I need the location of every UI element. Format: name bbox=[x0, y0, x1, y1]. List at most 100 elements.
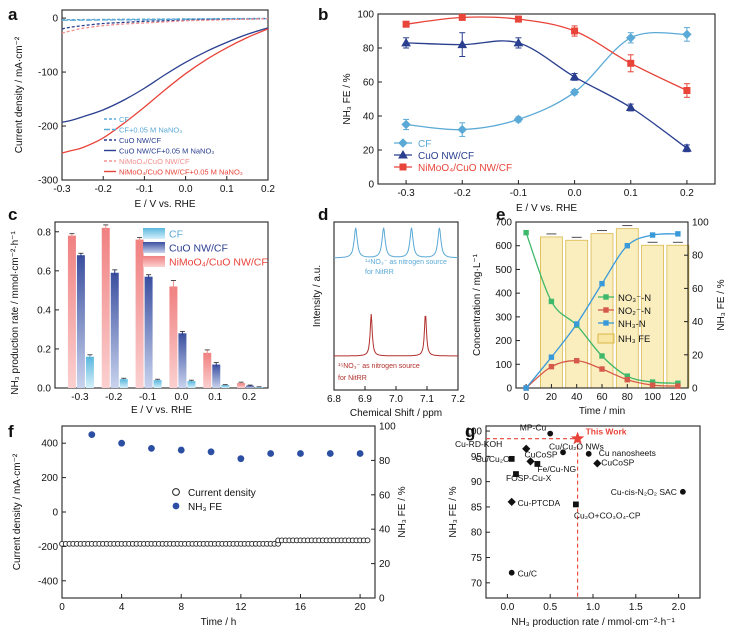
y-tick-label: 100 bbox=[495, 360, 512, 371]
y-tick-label: 300 bbox=[495, 312, 512, 323]
x-tick-label: 0.0 bbox=[174, 392, 188, 403]
y2-axis-label: NH₃ FE / % bbox=[716, 279, 727, 330]
data-point bbox=[599, 366, 605, 372]
x-tick-label: 100 bbox=[644, 392, 661, 403]
x-tick-label: 6.8 bbox=[327, 394, 341, 405]
literature-point bbox=[507, 497, 516, 506]
chart-b: -0.3 -0.2 -0.1 0.0 0.1 0.2 0 20 40 60 80 100 E / V v… bbox=[342, 10, 716, 214]
y2-tick-label: 80 bbox=[692, 251, 704, 262]
data-point bbox=[548, 363, 555, 370]
x-tick-label: 0.1 bbox=[220, 184, 234, 195]
data-point bbox=[548, 298, 555, 305]
legend-swatch bbox=[143, 228, 165, 239]
data-point bbox=[401, 37, 411, 47]
data-point bbox=[574, 321, 580, 327]
literature-point bbox=[560, 449, 566, 456]
y-axis-label: Current density / mA·cm⁻² bbox=[14, 36, 25, 153]
fe-point bbox=[326, 450, 334, 457]
y-tick-label: 85 bbox=[471, 502, 483, 513]
bar bbox=[203, 352, 212, 388]
x-axis-label: Time / h bbox=[201, 617, 237, 628]
y2-tick-label: 60 bbox=[692, 284, 704, 295]
legend-label: NO₃⁻-N bbox=[618, 293, 651, 304]
y-tick-label: 100 bbox=[465, 427, 482, 438]
data-point bbox=[625, 102, 636, 111]
x-tick-label: 120 bbox=[670, 392, 687, 403]
bar bbox=[110, 272, 119, 388]
x-axis-label: E / V vs. RHE bbox=[131, 405, 192, 416]
x-tick-label: -0.2 bbox=[105, 392, 123, 403]
data-point bbox=[599, 353, 605, 359]
x-tick-label: 6.9 bbox=[358, 394, 372, 405]
x-axis-label: Time / min bbox=[579, 406, 625, 417]
y-axis-label: NH₃ production rate / mmol·cm⁻²·h⁻¹ bbox=[10, 231, 21, 395]
point-label: This Work bbox=[586, 427, 627, 437]
y-tick-label: 0.6 bbox=[37, 266, 51, 277]
fe-point bbox=[88, 431, 96, 438]
x-tick-label: 2.0 bbox=[672, 602, 686, 613]
fe-point bbox=[207, 448, 215, 456]
data-point bbox=[626, 33, 636, 43]
data-point bbox=[513, 114, 524, 125]
point-label: CuCoSP bbox=[601, 457, 634, 467]
x-axis-label: E / V vs. RHE bbox=[134, 199, 195, 210]
data-point bbox=[458, 13, 466, 21]
y-tick-label: -400 bbox=[38, 576, 58, 587]
legend-label: CF bbox=[119, 115, 129, 124]
point-label: MP-Cu bbox=[520, 423, 547, 433]
y2-tick-label: 80 bbox=[379, 456, 391, 467]
x-tick-label: 0.2 bbox=[680, 188, 694, 199]
literature-point bbox=[522, 444, 531, 453]
y2-tick-label: 20 bbox=[379, 559, 391, 570]
x-tick-label: 8 bbox=[178, 602, 184, 613]
data-point bbox=[675, 383, 681, 389]
series-line bbox=[61, 17, 269, 34]
literature-point bbox=[679, 488, 686, 495]
x-tick-label: 16 bbox=[295, 602, 307, 613]
data-point bbox=[574, 358, 580, 364]
y-tick-label: 0.8 bbox=[37, 227, 51, 238]
data-point bbox=[569, 87, 580, 97]
y-tick-label: 0.2 bbox=[37, 344, 51, 355]
nmr-spectrum bbox=[334, 227, 458, 259]
chart-d: 6.8 6.9 7.0 7.1 7.2 Chemical Shift / ppm Inten… bbox=[312, 221, 465, 419]
fe-bar bbox=[666, 244, 690, 389]
fe-point bbox=[118, 439, 126, 447]
literature-point bbox=[534, 461, 541, 467]
x-tick-label: 0.1 bbox=[208, 392, 222, 403]
fe-point bbox=[177, 446, 185, 454]
y-tick-label: 0 bbox=[52, 508, 58, 519]
legend-marker bbox=[398, 138, 408, 148]
y-axis-label: NH₃ FE / % bbox=[448, 486, 459, 537]
spectrum-annotation: for NitRR bbox=[338, 375, 367, 382]
y-tick-label: 80 bbox=[471, 528, 483, 539]
series-line bbox=[61, 28, 269, 154]
bar bbox=[144, 276, 153, 388]
legend-marker bbox=[603, 307, 609, 313]
y-tick-label: 0 bbox=[506, 384, 512, 395]
bar bbox=[212, 364, 221, 388]
data-point bbox=[683, 87, 691, 94]
y2-tick-label: 40 bbox=[692, 317, 704, 328]
y-tick-label: -100 bbox=[38, 68, 58, 79]
y-tick-label: 500 bbox=[495, 265, 512, 276]
data-point bbox=[457, 39, 468, 49]
legend-label: NO₂⁻-N bbox=[618, 306, 651, 317]
y2-tick-label: 40 bbox=[379, 525, 391, 536]
y-tick-label: 700 bbox=[495, 218, 512, 229]
y-tick-label: 0 bbox=[368, 180, 374, 191]
plot-frame bbox=[377, 13, 716, 185]
fe-point bbox=[267, 450, 275, 457]
bar bbox=[187, 381, 196, 388]
series-line bbox=[61, 27, 269, 123]
literature-point bbox=[513, 471, 519, 477]
legend-label: Current density bbox=[188, 488, 256, 499]
y-tick-label: 95 bbox=[471, 452, 483, 463]
bar bbox=[119, 379, 128, 388]
panel-f-letter: f bbox=[8, 422, 14, 441]
panel-e-letter: e bbox=[496, 205, 505, 224]
x-tick-label: 0.1 bbox=[624, 188, 638, 199]
data-point bbox=[569, 71, 580, 81]
x-tick-label: 0 bbox=[523, 392, 529, 403]
y-tick-label: 40 bbox=[363, 112, 375, 123]
